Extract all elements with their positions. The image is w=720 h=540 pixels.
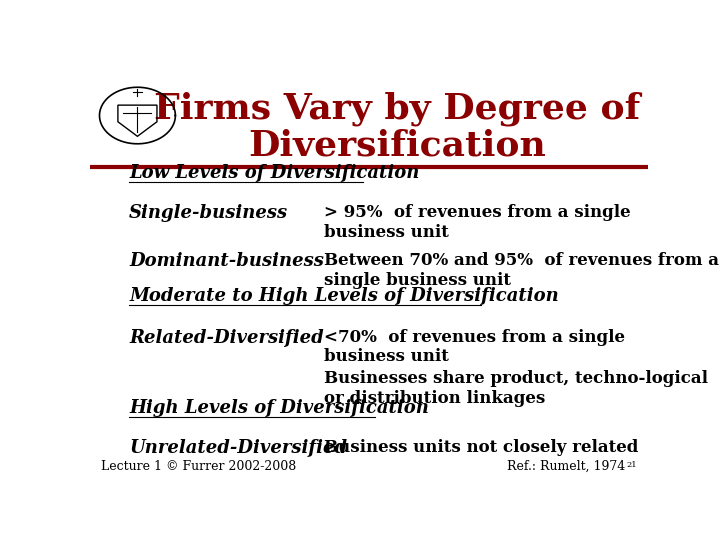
Text: Businesses share product, techno-logical
or distribution linkages: Businesses share product, techno-logical… xyxy=(324,370,708,407)
Text: Single-business: Single-business xyxy=(129,204,288,222)
Text: Related-Diversified: Related-Diversified xyxy=(129,329,324,347)
Text: High Levels of Diversification: High Levels of Diversification xyxy=(129,399,429,417)
Text: Firms Vary by Degree of: Firms Vary by Degree of xyxy=(154,91,640,126)
Text: Unrelated-Diversified: Unrelated-Diversified xyxy=(129,439,347,457)
Text: Diversification: Diversification xyxy=(248,129,546,163)
Text: Low Levels of Diversification: Low Levels of Diversification xyxy=(129,164,420,182)
Text: Ref.: Rumelt, 1974: Ref.: Rumelt, 1974 xyxy=(508,460,626,473)
Text: 21: 21 xyxy=(627,461,637,469)
Text: Dominant-business: Dominant-business xyxy=(129,252,324,270)
Text: Between 70% and 95%  of revenues from a
single business unit: Between 70% and 95% of revenues from a s… xyxy=(324,252,719,288)
Text: > 95%  of revenues from a single
business unit: > 95% of revenues from a single business… xyxy=(324,204,631,241)
Text: <70%  of revenues from a single
business unit: <70% of revenues from a single business … xyxy=(324,329,626,366)
Text: Moderate to High Levels of Diversification: Moderate to High Levels of Diversificati… xyxy=(129,287,559,305)
Text: Business units not closely related: Business units not closely related xyxy=(324,439,639,456)
Text: Lecture 1 © Furrer 2002-2008: Lecture 1 © Furrer 2002-2008 xyxy=(101,460,297,473)
